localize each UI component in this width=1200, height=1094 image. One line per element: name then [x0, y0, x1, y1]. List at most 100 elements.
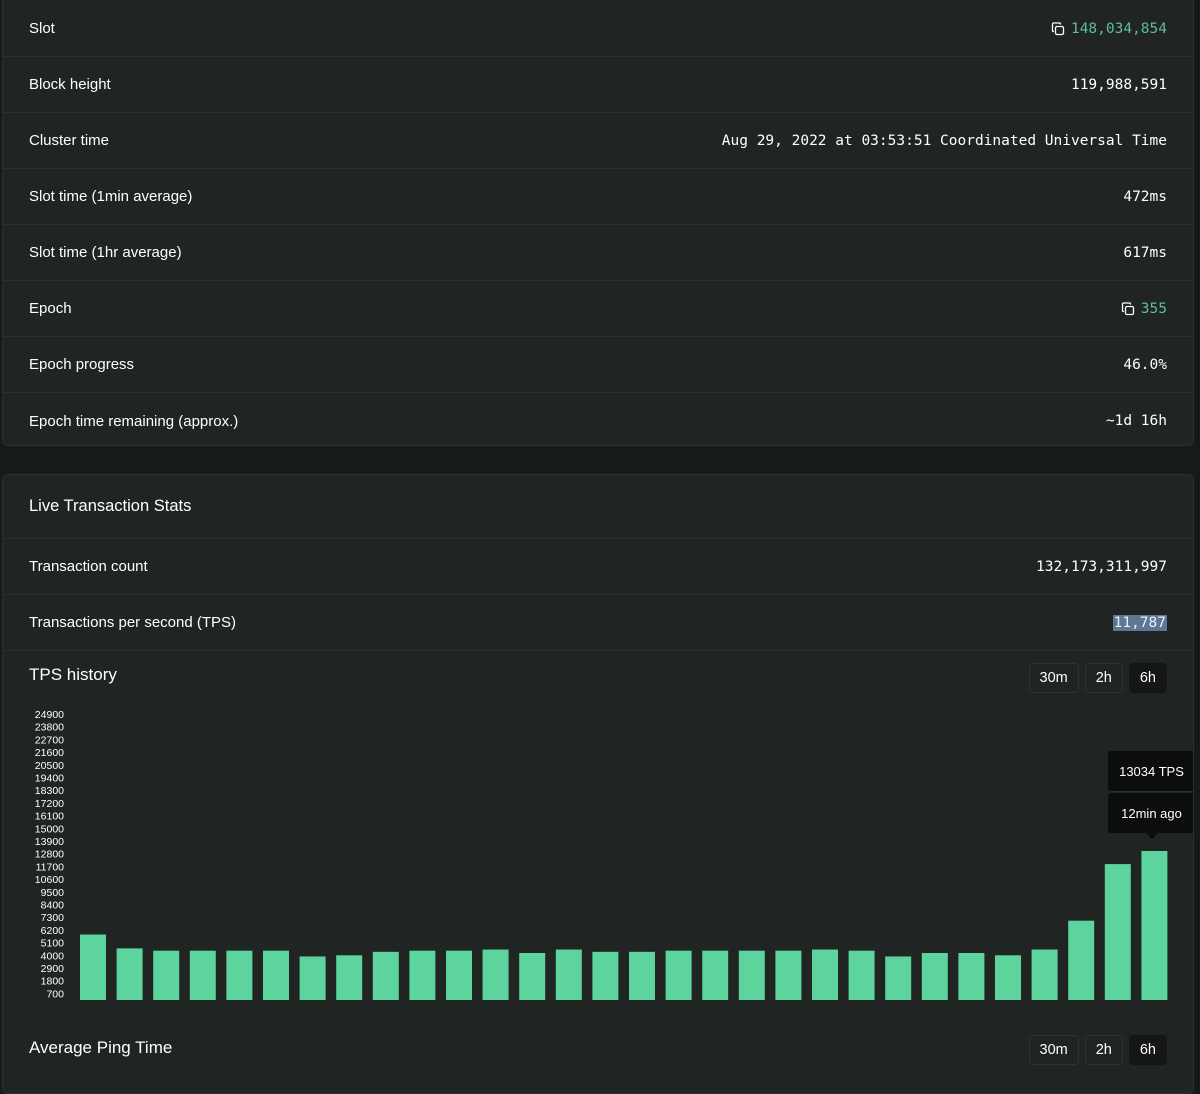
tps-row: Transactions per second (TPS) 11,787 [3, 595, 1193, 651]
tps-bar[interactable] [519, 952, 546, 1000]
tps-bar[interactable] [592, 951, 619, 1000]
epoch-progress-value: 46.0% [1123, 356, 1167, 373]
epoch-time-remaining-approx-value-container: ~1d 16h [1106, 413, 1167, 429]
tps-bar[interactable] [1068, 920, 1095, 1000]
chart-tooltip-arrow [1146, 833, 1158, 839]
tps-value: 11,787 [1112, 614, 1167, 631]
epoch-progress-label: Epoch progress [29, 356, 135, 373]
slot-label: Slot [29, 20, 55, 37]
slot-time-1min-average-value: 472ms [1123, 188, 1167, 205]
y-tick-label: 20500 [35, 760, 64, 772]
block-height-label: Block height [29, 76, 111, 93]
tps-bar[interactable] [995, 955, 1021, 1000]
y-tick-label: 13900 [35, 836, 64, 848]
tps-bar[interactable] [153, 950, 180, 1000]
tps-bar[interactable] [738, 950, 765, 1000]
tps-bar[interactable] [702, 950, 729, 1000]
slot-time-1min-average-label: Slot time (1min average) [29, 188, 193, 205]
y-tick-label: 15000 [35, 823, 64, 835]
slot-time-1hr-average-row: Slot time (1hr average) 617ms [3, 225, 1193, 281]
y-tick-label: 700 [46, 988, 64, 1000]
tps-bar[interactable] [372, 951, 399, 1000]
y-tick-label: 24900 [35, 709, 64, 721]
tps-range-6h-button[interactable]: 6h [1128, 663, 1167, 693]
y-tick-label: 5100 [41, 938, 65, 950]
network-stats-card: Slot 148,034,854 Block height 119,988,591 Cl… [2, 0, 1194, 446]
tps-history-range-buttons: 30m 2h 6h [1028, 663, 1167, 693]
slot-row: Slot 148,034,854 [3, 1, 1193, 57]
tps-bar[interactable] [446, 950, 472, 1000]
ping-range-2h-button[interactable]: 2h [1084, 1035, 1123, 1065]
tps-bar[interactable] [665, 950, 692, 1000]
tps-bar[interactable] [80, 934, 106, 1000]
tps-bar[interactable] [812, 949, 838, 1000]
cluster-time-label: Cluster time [29, 132, 110, 149]
transaction-count-value: 132,173,311,997 [1036, 558, 1167, 575]
live-stats-title: Live Transaction Stats [29, 497, 192, 515]
y-tick-label: 12800 [35, 849, 64, 861]
epoch-value-container[interactable]: 355 [1121, 301, 1167, 317]
tps-history-title: TPS history [29, 665, 117, 684]
ping-range-buttons: 30m 2h 6h [1028, 1035, 1167, 1065]
tps-bar[interactable] [629, 951, 655, 1000]
tps-label: Transactions per second (TPS) [29, 614, 237, 631]
chart-tooltip-value: 13034 TPS [1108, 751, 1193, 792]
epoch-time-remaining-approx-value: ~1d 16h [1105, 413, 1167, 429]
tps-bar[interactable] [958, 952, 985, 1000]
tps-history-chart: 2490023800227002160020500194001830017200… [35, 709, 1168, 1000]
y-tick-label: 9500 [41, 887, 65, 899]
tps-bar[interactable] [775, 950, 802, 1000]
ping-range-6h-button[interactable]: 6h [1128, 1035, 1167, 1065]
cluster-time-row: Cluster time Aug 29, 2022 at 03:53:51 Coo… [3, 113, 1193, 169]
tps-bar[interactable] [299, 956, 326, 1000]
y-tick-label: 2900 [41, 963, 65, 975]
y-tick-label: 7300 [41, 912, 65, 924]
copy-icon[interactable] [1051, 21, 1065, 36]
tps-bar[interactable] [1141, 850, 1168, 1000]
transaction-count-row: Transaction count 132,173,311,997 [3, 539, 1193, 595]
slot-value-container[interactable]: 148,034,854 [1051, 21, 1167, 37]
tps-bar[interactable] [1104, 864, 1131, 1000]
y-tick-label: 1800 [41, 976, 65, 988]
tps-bar[interactable] [885, 956, 912, 1000]
epoch-progress-row: Epoch progress 46.0% [3, 337, 1193, 393]
slot-time-1hr-average-value-container: 617ms [1123, 245, 1167, 261]
block-height-row: Block height 119,988,591 [3, 57, 1193, 113]
ping-range-30m-button[interactable]: 30m [1028, 1035, 1079, 1065]
slot-time-1hr-average-value: 617ms [1123, 244, 1167, 261]
y-tick-label: 8400 [41, 900, 65, 912]
epoch-progress-value-container: 46.0% [1123, 357, 1167, 373]
tps-bar[interactable] [482, 949, 509, 1000]
epoch-time-remaining-approx-label: Epoch time remaining (approx.) [29, 412, 239, 430]
live-transaction-stats-card: Live Transaction Stats Transaction count… [2, 474, 1194, 1094]
tps-value-selected: 11,787 [1112, 614, 1167, 631]
tps-bar[interactable] [848, 950, 875, 1000]
tps-bar[interactable] [409, 950, 436, 1000]
tps-bar[interactable] [555, 949, 582, 1000]
ping-title: Average Ping Time [29, 1038, 173, 1057]
epoch-row: Epoch 355 [3, 281, 1193, 337]
tps-bar[interactable] [226, 950, 253, 1000]
slot-time-1min-average-value-container: 472ms [1123, 189, 1167, 205]
tps-bar[interactable] [1031, 949, 1058, 1000]
tps-range-30m-button[interactable]: 30m [1028, 663, 1079, 693]
y-tick-label: 21600 [35, 747, 64, 759]
tps-bar[interactable] [263, 950, 289, 1000]
y-tick-label: 18300 [35, 785, 64, 797]
y-tick-label: 17200 [35, 798, 64, 810]
y-tick-label: 10600 [35, 874, 64, 886]
tps-bar[interactable] [116, 948, 143, 1000]
tps-range-2h-button[interactable]: 2h [1084, 663, 1123, 693]
epoch-label: Epoch [29, 300, 72, 317]
tps-bar[interactable] [921, 952, 948, 1000]
cluster-time-value: Aug 29, 2022 at 03:53:51 Coordinated Uni… [721, 132, 1167, 149]
y-tick-label: 4000 [41, 950, 65, 962]
live-stats-header: Live Transaction Stats [3, 475, 1193, 539]
tps-bar[interactable] [189, 950, 216, 1000]
block-height-value-container: 119,988,591 [1071, 77, 1167, 93]
y-tick-label: 22700 [35, 734, 64, 746]
y-tick-label: 11700 [36, 861, 65, 873]
y-tick-label: 19400 [35, 773, 64, 785]
tps-bar[interactable] [336, 955, 363, 1000]
copy-icon[interactable] [1121, 301, 1135, 316]
